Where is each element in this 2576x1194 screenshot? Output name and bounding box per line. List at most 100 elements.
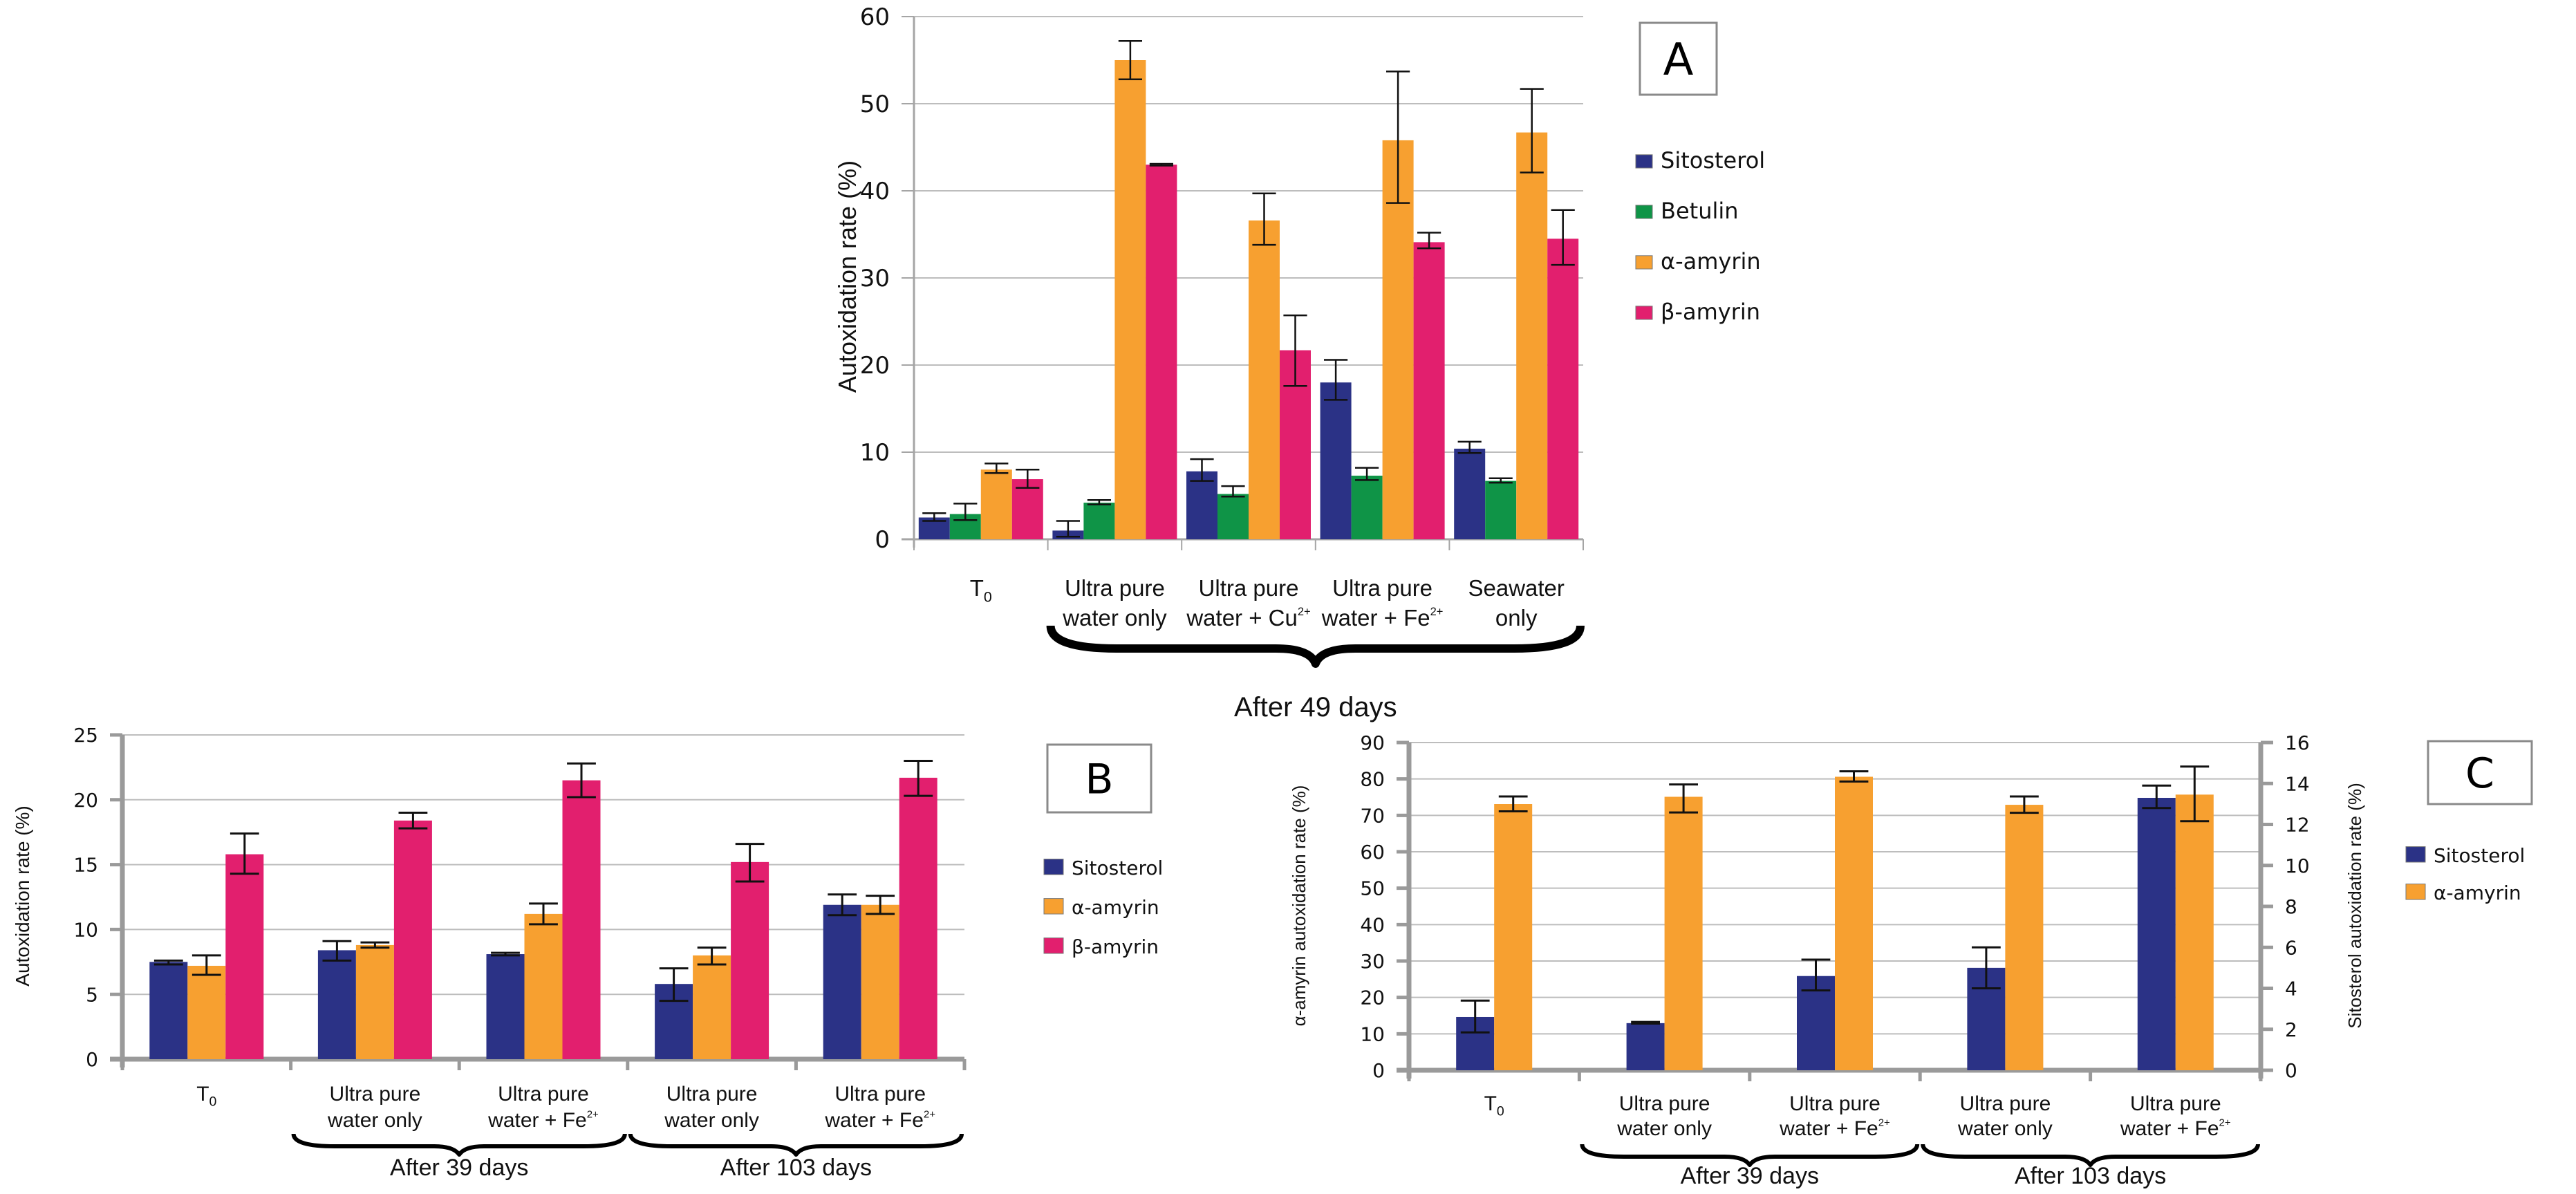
right-y-tick-label: 12 (2285, 814, 2310, 837)
error-bar (360, 941, 390, 949)
error-bar (659, 967, 689, 1002)
x-category-label: Ultra pure (1199, 575, 1299, 601)
y-tick-label: 0 (86, 1048, 98, 1071)
error-bar (1355, 467, 1379, 481)
error-bar (192, 954, 221, 976)
x-category-label-part: Ultra pure (1619, 1092, 1710, 1115)
bar-sitosterol (1797, 976, 1835, 1070)
y-axis-label: α-amyrin autoxidation rate (%) (1289, 785, 1309, 1027)
x-category-label-line2: water + Cu2+ (1186, 605, 1310, 631)
error-bar (1457, 440, 1482, 454)
error-bar (322, 940, 352, 962)
bar--amyrin (355, 944, 394, 1059)
y-tick-label: 15 (73, 854, 98, 877)
bar-sitosterol (2137, 797, 2176, 1070)
group-brace (1046, 625, 1585, 668)
right-y-axis-label: Sitosterol autoxidation rate (%) (2344, 783, 2365, 1029)
x-category-label-line2-part: water + Fe (1321, 605, 1430, 631)
y-tick-label: 90 (1360, 731, 1385, 754)
x-category-label-line2-part: water only (1062, 605, 1167, 631)
right-y-tick-label: 14 (2285, 772, 2310, 795)
x-category-label-part: Ultra pure (1332, 575, 1432, 601)
bar-betulin (1217, 494, 1249, 539)
error-bar (153, 959, 183, 966)
x-category-label: Ultra pure (1065, 575, 1165, 601)
panel-letter: C (2465, 749, 2494, 798)
x-category-label-line2: water + Fe2+ (1779, 1117, 1890, 1141)
right-y-tick-label: 6 (2285, 936, 2297, 959)
error-bar (1386, 71, 1410, 204)
error-bar (2180, 765, 2210, 823)
x-category-label-part: 0 (209, 1094, 217, 1110)
right-y-tick-label: 16 (2285, 731, 2310, 754)
x-category-label-part: Ultra pure (1789, 1092, 1880, 1115)
y-tick-label: 50 (1360, 877, 1385, 900)
x-category-label-part: T (970, 575, 984, 601)
error-bar (828, 893, 857, 917)
panel-letter: B (1085, 756, 1113, 804)
error-bar (922, 512, 946, 522)
group-brace (1580, 1144, 1920, 1167)
bar-sitosterol (823, 904, 861, 1059)
legend-swatch (1635, 306, 1653, 320)
bar--amyrin (693, 955, 731, 1059)
error-bar (1324, 359, 1348, 401)
bar--amyrin (1382, 140, 1414, 540)
error-bar (1972, 946, 2001, 989)
legend: Sitosterol α-amyrin β-amyrin (1043, 857, 1163, 958)
x-category-label-line2-part: 2+ (587, 1109, 599, 1121)
legend-label: α-amyrin (1072, 896, 1159, 919)
legend-label: Sitosterol (2434, 844, 2525, 867)
legend-swatch (1043, 859, 1064, 875)
bar-sitosterol (1186, 471, 1217, 539)
group-label: After 39 days (390, 1155, 528, 1181)
bar--amyrin (225, 854, 264, 1059)
x-category-label-part: Ultra pure (1960, 1092, 2051, 1115)
legend: Sitosterol Betulin α-amyrin β-amyrin (1635, 147, 1765, 325)
y-tick-label: 20 (1360, 987, 1385, 1009)
bar--amyrin (393, 820, 432, 1059)
bar--amyrin (1146, 165, 1177, 539)
y-tick-label: 60 (1360, 841, 1385, 864)
y-tick-label: 0 (875, 526, 890, 554)
error-bar (567, 762, 596, 799)
legend-label: Sitosterol (1661, 147, 1765, 174)
x-category-label-line2: water + Fe2+ (824, 1109, 935, 1132)
error-bar (1056, 520, 1080, 538)
right-y-tick-label: 2 (2285, 1018, 2297, 1041)
y-tick-label: 80 (1360, 768, 1385, 791)
error-bar (1221, 485, 1245, 498)
bar-sitosterol (1454, 448, 1486, 539)
error-bar (953, 503, 978, 521)
legend-swatch (1043, 898, 1064, 915)
bar--amyrin (1114, 60, 1146, 539)
x-category-label: Ultra pure (330, 1083, 421, 1106)
bar-betulin (1083, 503, 1115, 539)
x-category-label-line2-part: water + Fe (1779, 1117, 1878, 1140)
x-category-label: Ultra pure (1789, 1092, 1880, 1115)
error-bar (1488, 477, 1513, 484)
y-tick-label: 60 (860, 3, 890, 31)
bar-sitosterol (149, 962, 188, 1059)
right-y-tick-label: 4 (2285, 978, 2297, 1000)
error-bar (1190, 458, 1214, 482)
legend-swatch (1635, 255, 1653, 270)
y-tick-label: 10 (1360, 1023, 1385, 1045)
error-bar (398, 812, 428, 830)
x-category-label-part: Ultra pure (1199, 575, 1299, 601)
x-category-label: T0 (1484, 1092, 1504, 1119)
y-tick-label: 10 (860, 439, 890, 467)
error-bar (1631, 1020, 1660, 1025)
y-tick-label: 40 (860, 178, 890, 205)
error-bar (1520, 88, 1544, 174)
error-bar (1460, 999, 1490, 1034)
x-category-label: Ultra pure (1960, 1092, 2051, 1115)
bar-sitosterol (317, 950, 356, 1059)
x-category-label-line2-part: 2+ (1878, 1117, 1890, 1129)
x-category-label-line2: water only (1062, 605, 1167, 631)
error-bar (1118, 40, 1142, 80)
x-category-label: Ultra pure (666, 1083, 758, 1106)
